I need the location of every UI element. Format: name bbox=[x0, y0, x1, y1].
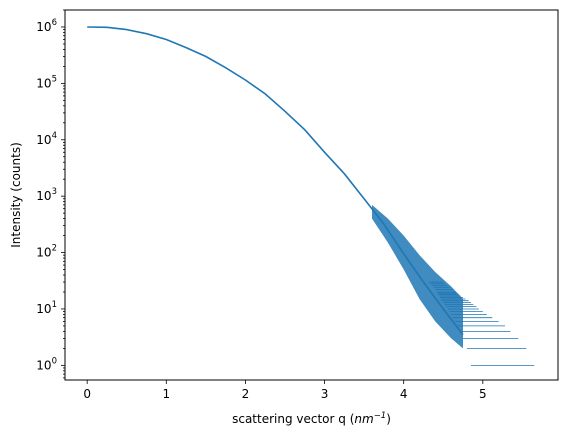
x-tick-label: 5 bbox=[479, 387, 487, 401]
x-axis-label-unit: nm bbox=[354, 412, 373, 426]
data-marks bbox=[87, 26, 535, 366]
y-tick-label: 101 bbox=[36, 300, 57, 316]
x-tick-label: 3 bbox=[321, 387, 329, 401]
y-axis-ticks: 100 101 102 103 104 105 106 bbox=[36, 9, 65, 379]
plot-area bbox=[65, 10, 558, 380]
axes-frame bbox=[64, 9, 559, 381]
y-tick-label: 100 bbox=[36, 356, 57, 372]
x-axis-ticks: 0 1 2 3 4 5 bbox=[83, 380, 487, 401]
intensity-curve bbox=[87, 26, 464, 336]
y-tick-label: 104 bbox=[36, 131, 57, 147]
y-tick-label: 106 bbox=[36, 18, 57, 34]
y-tick-label: 102 bbox=[36, 244, 57, 260]
x-axis-label-main: scattering vector q ( bbox=[232, 412, 354, 426]
x-tick-label: 1 bbox=[162, 387, 170, 401]
x-axis-label-exponent: −1 bbox=[374, 411, 387, 421]
x-axis-label-close: ) bbox=[386, 412, 391, 426]
y-tick-label: 105 bbox=[36, 74, 57, 90]
y-tick-label: 103 bbox=[36, 187, 57, 203]
x-tick-label: 4 bbox=[400, 387, 408, 401]
x-axis-label: scattering vector q (nm−1) bbox=[232, 411, 391, 426]
x-tick-label: 2 bbox=[242, 387, 250, 401]
y-axis-label: Intensity (counts) bbox=[9, 142, 23, 248]
x-tick-label: 0 bbox=[83, 387, 91, 401]
